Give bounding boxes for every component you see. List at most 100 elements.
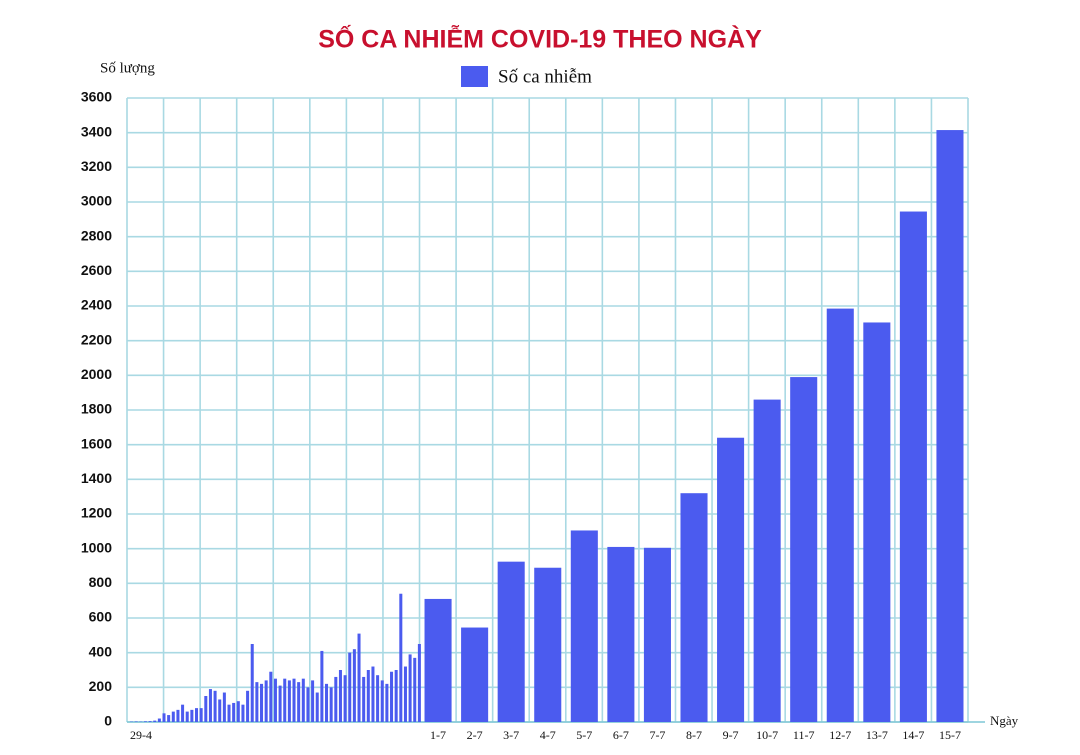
- chart-title: SỐ CA NHIỄM COVID-19 THEO NGÀY: [318, 24, 762, 54]
- bar: [227, 704, 231, 722]
- x-tick-label: 9-7: [723, 728, 739, 742]
- bar: [236, 701, 240, 722]
- bar: [167, 715, 171, 722]
- x-tick-label: 10-7: [756, 728, 778, 742]
- bar: [417, 644, 421, 722]
- bar: [338, 670, 342, 722]
- bar: [157, 718, 161, 722]
- x-tick-label: 14-7: [902, 728, 924, 742]
- bar: [153, 720, 157, 722]
- bar: [329, 687, 333, 722]
- y-tick-label: 400: [89, 643, 113, 659]
- bar: [380, 680, 384, 722]
- bar: [790, 377, 818, 722]
- bar: [311, 680, 315, 722]
- y-tick-label: 3400: [81, 123, 112, 139]
- y-tick-label: 2400: [81, 297, 112, 313]
- y-tick-label: 1800: [81, 401, 112, 417]
- bar: [936, 130, 964, 723]
- bar: [408, 654, 412, 722]
- y-tick-label: 3200: [81, 158, 112, 174]
- bar: [143, 721, 147, 722]
- bar: [899, 211, 927, 723]
- y-tick-label: 3000: [81, 193, 112, 209]
- y-tick-label: 1200: [81, 505, 112, 521]
- bar: [204, 696, 208, 722]
- bar: [283, 678, 287, 722]
- bar: [497, 561, 525, 722]
- x-tick-label: 2-7: [467, 728, 483, 742]
- bar: [241, 704, 245, 722]
- bar: [607, 546, 635, 722]
- bar: [863, 322, 891, 722]
- bar: [181, 704, 185, 722]
- bar: [185, 711, 189, 722]
- bar: [306, 687, 310, 722]
- bar: [195, 708, 199, 722]
- x-axis-label: Ngày: [990, 713, 1019, 728]
- bar: [260, 683, 264, 722]
- bar: [273, 678, 277, 722]
- y-tick-label: 2200: [81, 331, 112, 347]
- bar: [315, 692, 319, 722]
- bar: [753, 399, 781, 722]
- y-tick-label: 2800: [81, 227, 112, 243]
- bar: [399, 593, 403, 722]
- bar: [269, 671, 273, 722]
- bar: [348, 652, 352, 722]
- bar: [176, 709, 180, 722]
- bar: [385, 683, 389, 722]
- bar: [190, 709, 194, 722]
- y-tick-label: 3600: [81, 89, 112, 105]
- bar: [297, 682, 301, 722]
- y-tick-label: 200: [89, 678, 113, 694]
- bar: [134, 721, 138, 722]
- bar: [366, 670, 370, 722]
- bar: [255, 682, 259, 722]
- x-tick-label: 5-7: [576, 728, 592, 742]
- x-tick-label: 7-7: [649, 728, 665, 742]
- bar: [334, 676, 338, 722]
- x-tick-label: 15-7: [939, 728, 961, 742]
- x-tick-label: 8-7: [686, 728, 702, 742]
- bar: [413, 657, 417, 722]
- bar: [717, 437, 745, 722]
- bar: [199, 708, 203, 722]
- y-tick-label: 0: [104, 713, 112, 729]
- bar: [325, 683, 329, 722]
- x-tick-label: 3-7: [503, 728, 519, 742]
- x-tick-label: 6-7: [613, 728, 629, 742]
- x-tick-label: 29-4: [130, 728, 152, 742]
- bar: [826, 308, 854, 722]
- bar: [222, 692, 226, 722]
- bar: [362, 676, 366, 722]
- bar: [208, 689, 212, 722]
- bar: [232, 702, 236, 722]
- bar: [246, 690, 250, 722]
- y-axis-label: Số lượng: [100, 60, 155, 76]
- bar: [301, 678, 305, 722]
- bar: [250, 644, 254, 722]
- x-tick-label: 12-7: [829, 728, 851, 742]
- x-tick-label: 1-7: [430, 728, 446, 742]
- y-tick-label: 1600: [81, 435, 112, 451]
- bar: [213, 690, 217, 722]
- bar: [403, 666, 407, 722]
- x-tick-label: 4-7: [540, 728, 556, 742]
- x-tick-label: 13-7: [866, 728, 888, 742]
- bar: [292, 678, 296, 722]
- bar: [278, 685, 282, 722]
- bar: [218, 699, 222, 722]
- bar: [461, 627, 489, 722]
- legend-swatch: [461, 66, 488, 87]
- bar: [343, 675, 347, 722]
- bar: [352, 649, 356, 722]
- y-tick-label: 2600: [81, 262, 112, 278]
- x-tick-label: 11-7: [793, 728, 815, 742]
- bar: [390, 671, 394, 722]
- y-tick-label: 1000: [81, 539, 112, 555]
- bar: [162, 713, 166, 722]
- bar: [424, 598, 452, 722]
- bar: [570, 530, 598, 722]
